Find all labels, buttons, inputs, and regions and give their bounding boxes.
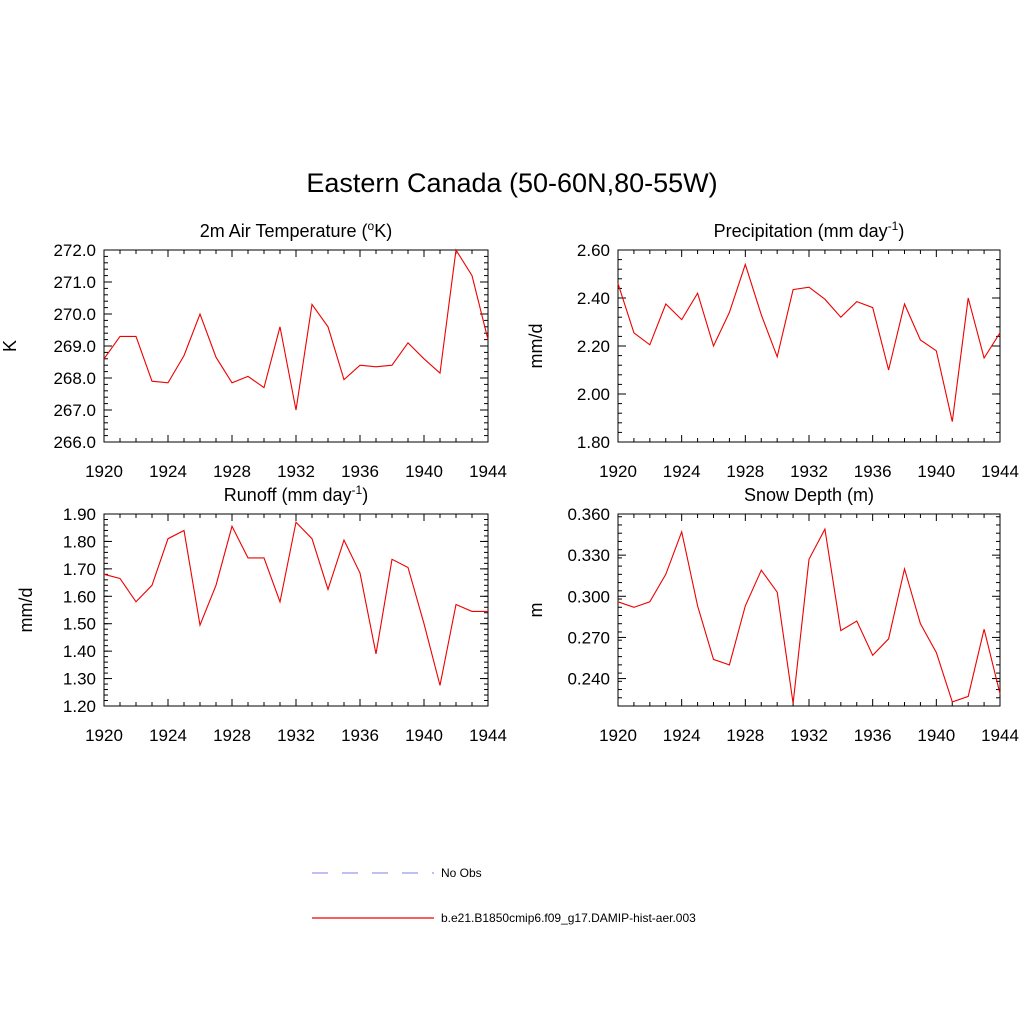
y-axis-label: mm/d: [16, 588, 36, 633]
y-tick-label: 2.40: [577, 289, 610, 308]
x-tick-label: 1936: [341, 726, 379, 745]
y-tick-label: 272.0: [53, 241, 96, 260]
x-tick-label: 1920: [599, 726, 637, 745]
y-tick-label: 2.20: [577, 337, 610, 356]
plot-frame: [103, 249, 489, 443]
x-tick-label: 1928: [726, 462, 764, 481]
x-tick-label: 1924: [149, 726, 187, 745]
panel-snow-depth: 1920 1924 1928 1932 1936 1940 1944 0.240 0.270 0.…: [526, 485, 1019, 745]
plot-frame: [617, 249, 1001, 443]
panel-title: 2m Air Temperature (oK): [200, 219, 392, 241]
x-tick-label: 1924: [663, 462, 701, 481]
legend-label: No Obs: [441, 866, 482, 880]
y-tick-label: 1.70: [63, 560, 96, 579]
x-tick-label: 1920: [85, 462, 123, 481]
x-tick-label: 1944: [981, 462, 1019, 481]
x-tick-label: 1920: [599, 462, 637, 481]
figure-title: Eastern Canada (50-60N,80-55W): [306, 168, 718, 198]
plot-frame: [103, 513, 489, 707]
x-tick-label: 1920: [85, 726, 123, 745]
y-tick-label: 1.60: [63, 587, 96, 606]
y-tick-label: 0.270: [567, 628, 610, 647]
y-tick-label: 1.80: [63, 532, 96, 551]
x-tick-label: 1928: [213, 726, 251, 745]
y-tick-label: 1.90: [63, 505, 96, 524]
series-line: [617, 262, 1001, 422]
legend: No Obs b.e21.B1850cmip6.f09_g17.DAMIP-his…: [312, 866, 696, 925]
panel-title: Runoff (mm day-1): [224, 483, 368, 505]
plot-frame: [617, 513, 1001, 707]
y-tick-label: 0.300: [567, 587, 610, 606]
x-tick-label: 1944: [469, 726, 507, 745]
x-tick-label: 1928: [213, 462, 251, 481]
y-tick-label: 1.20: [63, 697, 96, 716]
y-axis-label: m: [526, 603, 546, 618]
x-tick-label: 1932: [277, 726, 315, 745]
panel-title: Precipitation (mm day-1): [714, 219, 905, 241]
y-tick-label: 1.40: [63, 642, 96, 661]
y-tick-label: 2.60: [577, 241, 610, 260]
x-tick-label: 1944: [981, 726, 1019, 745]
series-line: [617, 527, 1001, 704]
x-tick-label: 1932: [790, 462, 828, 481]
x-tick-label: 1944: [469, 462, 507, 481]
y-tick-label: 0.330: [567, 546, 610, 565]
y-tick-label: 269.0: [53, 337, 96, 356]
x-tick-label: 1940: [405, 462, 443, 481]
x-tick-label: 1940: [405, 726, 443, 745]
y-tick-label: 0.360: [567, 505, 610, 524]
x-tick-label: 1932: [277, 462, 315, 481]
x-tick-label: 1936: [854, 726, 892, 745]
y-tick-label: 271.0: [53, 273, 96, 292]
y-axis-label: mm/d: [526, 324, 546, 369]
x-tick-label: 1932: [790, 726, 828, 745]
series-line: [103, 248, 489, 411]
x-tick-label: 1924: [149, 462, 187, 481]
y-tick-label: 1.80: [577, 433, 610, 452]
x-tick-label: 1940: [917, 462, 955, 481]
y-axis-label: K: [0, 340, 20, 352]
x-tick-label: 1928: [726, 726, 764, 745]
panel-precipitation: 1920 1924 1928 1932 1936 1940 1944 1.80 2.00 2.20…: [526, 219, 1019, 481]
y-tick-label: 267.0: [53, 401, 96, 420]
y-tick-label: 266.0: [53, 433, 96, 452]
x-tick-label: 1940: [917, 726, 955, 745]
panel-runoff: 1920 1924 1928 1932 1936 1940 1944 1.20 1.30 1.40…: [16, 483, 507, 745]
y-tick-label: 2.00: [577, 385, 610, 404]
panel-temperature: 1920 1924 1928 1932 1936 1940 1944 266.0 267.0 26…: [0, 219, 507, 481]
y-tick-label: 1.30: [63, 670, 96, 689]
legend-label: b.e21.B1850cmip6.f09_g17.DAMIP-hist-aer.…: [441, 911, 696, 925]
y-tick-label: 268.0: [53, 369, 96, 388]
y-tick-label: 270.0: [53, 305, 96, 324]
x-tick-label: 1936: [854, 462, 892, 481]
x-tick-label: 1936: [341, 462, 379, 481]
series-line: [103, 521, 488, 686]
x-tick-label: 1924: [663, 726, 701, 745]
panel-title: Snow Depth (m): [744, 485, 874, 505]
y-tick-label: 1.50: [63, 615, 96, 634]
y-tick-label: 0.240: [567, 670, 610, 689]
